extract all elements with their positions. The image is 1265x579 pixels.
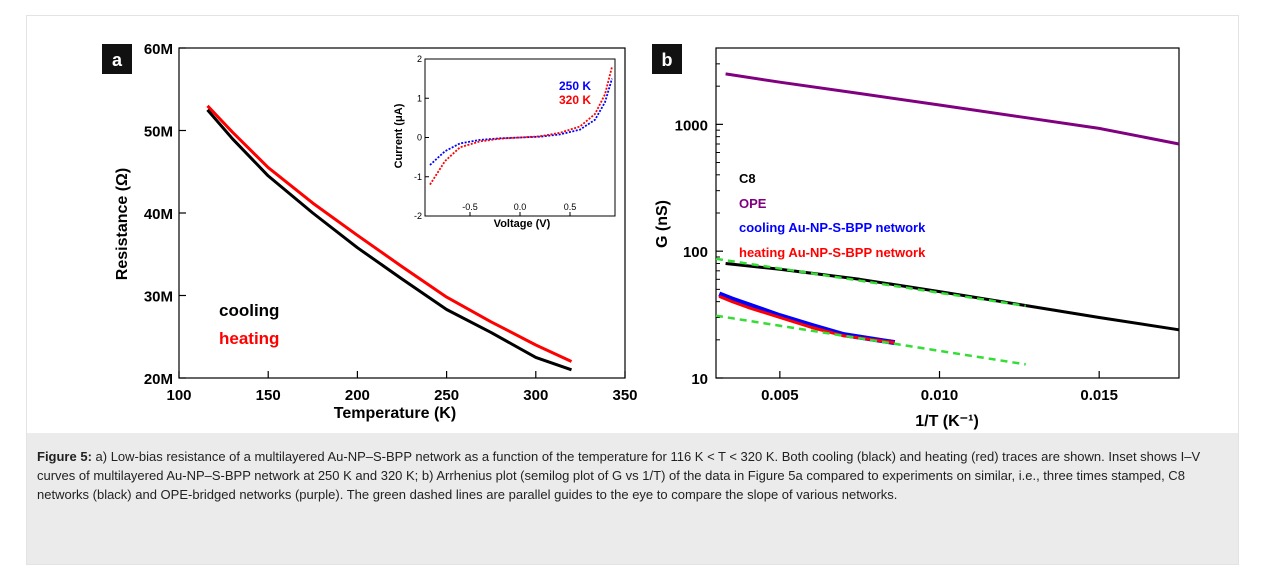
figure-caption: Figure 5: a) Low-bias resistance of a mu… xyxy=(27,433,1238,564)
inset-xlabel: Voltage (V) xyxy=(494,218,551,230)
panel-b-xtick-label: 0.005 xyxy=(761,387,799,404)
inset-ytick-label: -1 xyxy=(414,172,422,182)
panel-b-xtick-label: 0.015 xyxy=(1080,387,1118,404)
panel-a-series-cooling xyxy=(206,108,572,372)
legend-c8: C8 xyxy=(739,171,756,186)
panel-a-xlabel: Temperature (K) xyxy=(334,405,456,422)
panel-a-ylabel: Resistance (Ω) xyxy=(114,168,131,280)
panel-b-ytick-label: 1000 xyxy=(675,117,708,134)
inset-ytick-label: 0 xyxy=(417,133,422,143)
panel-a-xtick-label: 150 xyxy=(256,387,281,404)
panel-b-label-box xyxy=(652,44,682,74)
panel-a-ytick-label: 50M xyxy=(144,124,173,141)
figure-frame: a b 100 150 200 250 300 350 20M 30M 40M 50M 60M Te… xyxy=(26,15,1239,565)
panel-a-xtick-label: 100 xyxy=(166,387,191,404)
panel-b-ylabel: G (nS) xyxy=(654,200,671,248)
caption-text: Figure 5: a) Low-bias resistance of a mu… xyxy=(37,447,1223,504)
panel-a-ytick-label: 40M xyxy=(144,206,173,223)
inset-xtick-label: 0.5 xyxy=(564,202,577,212)
inset-legend-320: 320 K xyxy=(559,93,591,107)
panel-a-xtick-label: 200 xyxy=(345,387,370,404)
panel-b-series-heating-Au-NP-S-BPP-network xyxy=(718,295,895,345)
inset-series-320 K xyxy=(429,66,613,186)
inset-xtick-label: 0.0 xyxy=(514,202,527,212)
panel-a-xtick-label: 350 xyxy=(612,387,637,404)
panel-b-series-OPE xyxy=(725,72,1180,146)
legend-heating: heating xyxy=(219,329,279,348)
inset-ytick-label: 2 xyxy=(417,54,422,64)
panel-b-label: b xyxy=(662,50,673,70)
panel-b-series-cooling-Au-NP-S-BPP-network xyxy=(718,291,896,346)
legend-ope: OPE xyxy=(739,196,767,211)
caption-label: Figure 5: xyxy=(37,449,92,464)
caption-body: a) Low-bias resistance of a multilayered… xyxy=(37,449,1201,502)
inset-series-250 K xyxy=(429,78,613,166)
inset-legend-250: 250 K xyxy=(559,79,591,93)
legend-heating-bpp: heating Au-NP-S-BPP network xyxy=(739,245,926,260)
panel-b-guide-line xyxy=(715,257,1026,308)
panel-a-ytick-label: 60M xyxy=(144,41,173,58)
panel-a-xtick-label: 250 xyxy=(434,387,459,404)
inset-ytick-label: -2 xyxy=(414,211,422,221)
panel-b-xlabel: 1/T (K⁻¹) xyxy=(915,413,979,430)
panel-b-guide-line xyxy=(715,314,1026,366)
inset-ylabel: Current (μA) xyxy=(393,103,405,168)
panel-b-ytick-label: 100 xyxy=(683,244,708,261)
legend-cooling: cooling xyxy=(219,301,279,320)
panel-a-series-heating xyxy=(206,104,573,363)
panel-a-label-box xyxy=(102,44,132,74)
panel-a-ytick-label: 30M xyxy=(144,289,173,306)
inset-xtick-label: -0.5 xyxy=(462,202,478,212)
panel-a-ytick-label: 20M xyxy=(144,371,173,388)
panel-a-xtick-label: 300 xyxy=(523,387,548,404)
inset-ytick-label: 1 xyxy=(417,93,422,103)
panel-a-label: a xyxy=(112,50,123,70)
figure-area: a b 100 150 200 250 300 350 20M 30M 40M 50M 60M Te… xyxy=(27,16,1238,433)
panel-b-xtick-label: 0.010 xyxy=(921,387,959,404)
panel-b-plot-frame xyxy=(715,47,1180,379)
panel-b-ytick-label: 10 xyxy=(691,371,708,388)
legend-cooling-bpp: cooling Au-NP-S-BPP network xyxy=(739,220,926,235)
